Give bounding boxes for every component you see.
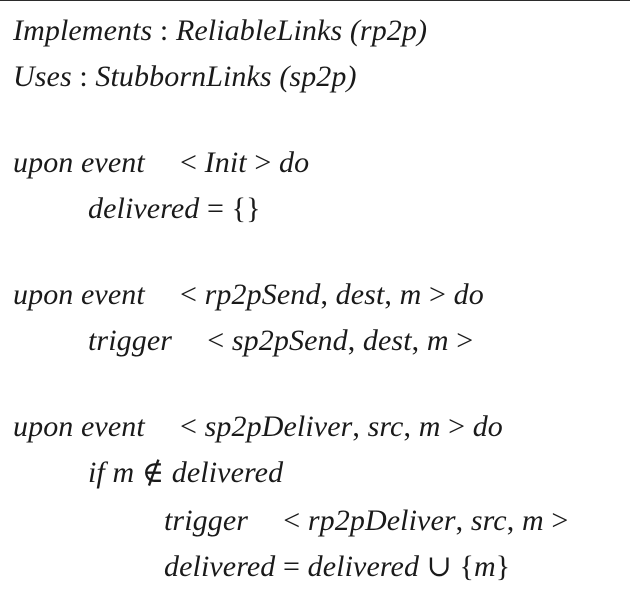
delivered-set: delivered	[171, 456, 284, 489]
event-name: rp2pSend	[204, 278, 321, 311]
trigger-keyword: trigger	[164, 504, 249, 537]
implements-keyword: Implements	[13, 14, 153, 47]
brace-open: {	[459, 550, 475, 583]
comma: ,	[455, 504, 464, 537]
event-name: Init	[204, 146, 247, 179]
event-keyword: event	[81, 278, 145, 311]
implements-line: Implements : ReliableLinks (rp2p)	[13, 13, 427, 49]
delivered-variable: delivered	[164, 550, 276, 583]
event-name: sp2pDeliver	[204, 410, 353, 443]
dest-param: dest	[362, 324, 412, 357]
not-element-of-symbol: ∉	[141, 456, 165, 489]
do-keyword: do	[453, 278, 484, 311]
event-name: sp2pSend	[231, 324, 348, 357]
angle-close: >	[456, 324, 474, 357]
message-param: m	[426, 324, 449, 357]
event-name: rp2pDeliver	[307, 504, 456, 537]
upon-init-line: upon event < Init > do	[13, 145, 309, 181]
message-param: m	[521, 504, 544, 537]
message-variable: m	[474, 550, 496, 583]
upon-send-line: upon event < rp2pSend, dest, m > do	[13, 277, 484, 313]
delivered-init-line: delivered = {}	[0, 191, 261, 227]
brace-close: }	[495, 550, 511, 583]
upon-keyword: upon	[13, 146, 74, 179]
angle-close: >	[429, 278, 447, 311]
dest-param: dest	[335, 278, 385, 311]
abstraction-alias: (rp2p)	[349, 14, 428, 47]
upon-keyword: upon	[13, 278, 74, 311]
trigger-deliver-line: trigger < rp2pDeliver, src, m >	[0, 503, 568, 539]
comma: ,	[403, 410, 412, 443]
abstraction-name: ReliableLinks	[175, 14, 343, 47]
src-param: src	[367, 410, 404, 443]
comma: ,	[352, 410, 360, 443]
angle-close: >	[254, 146, 272, 179]
angle-close: >	[551, 504, 569, 537]
angle-open: <	[283, 504, 301, 537]
colon-separator: :	[159, 14, 169, 47]
upon-keyword: upon	[13, 410, 74, 443]
comma: ,	[411, 324, 420, 357]
delivered-variable: delivered	[88, 192, 200, 225]
colon-separator: :	[79, 60, 88, 93]
if-not-delivered-line: if m ∉ delivered	[0, 455, 283, 491]
src-param: src	[470, 504, 507, 537]
angle-open: <	[207, 324, 225, 357]
do-keyword: do	[472, 410, 503, 443]
delivered-update-line: delivered = delivered ∪ {m}	[0, 549, 510, 585]
comma: ,	[320, 278, 329, 311]
angle-open: <	[180, 278, 198, 311]
equals-sign: =	[283, 550, 301, 583]
if-keyword: if	[88, 456, 105, 489]
event-keyword: event	[81, 410, 145, 443]
comma: ,	[384, 278, 393, 311]
do-keyword: do	[278, 146, 310, 179]
trigger-keyword: trigger	[88, 324, 173, 357]
angle-open: <	[180, 146, 198, 179]
trigger-send-line: trigger < sp2pSend, dest, m >	[0, 323, 473, 359]
uses-line: Uses : StubbornLinks (sp2p)	[13, 59, 357, 95]
equals-sign: =	[207, 192, 225, 225]
comma: ,	[506, 504, 515, 537]
upon-deliver-line: upon event < sp2pDeliver, src, m > do	[13, 409, 503, 445]
abstraction-name: StubbornLinks	[95, 60, 272, 93]
delivered-set: delivered	[307, 550, 420, 583]
event-keyword: event	[81, 146, 145, 179]
message-variable: m	[112, 456, 135, 489]
message-param: m	[418, 410, 441, 443]
union-symbol: ∪	[426, 550, 452, 583]
message-param: m	[399, 278, 422, 311]
abstraction-alias: (sp2p)	[279, 60, 357, 93]
empty-set: {}	[231, 192, 261, 225]
angle-close: >	[448, 410, 466, 443]
uses-keyword: Uses	[13, 60, 72, 93]
comma: ,	[347, 324, 356, 357]
angle-open: <	[180, 410, 198, 443]
